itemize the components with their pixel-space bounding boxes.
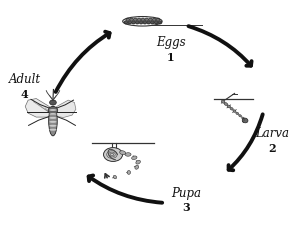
Ellipse shape	[132, 21, 135, 24]
Ellipse shape	[233, 110, 236, 112]
Ellipse shape	[149, 18, 152, 21]
Ellipse shape	[49, 129, 57, 131]
Ellipse shape	[145, 18, 148, 21]
Text: Pupa: Pupa	[171, 186, 201, 200]
Ellipse shape	[244, 119, 245, 120]
Ellipse shape	[50, 100, 56, 105]
Polygon shape	[53, 100, 76, 118]
Ellipse shape	[49, 117, 57, 119]
Ellipse shape	[140, 21, 143, 24]
Ellipse shape	[242, 117, 244, 119]
Ellipse shape	[134, 18, 137, 21]
Ellipse shape	[154, 21, 158, 24]
Text: Larva: Larva	[255, 127, 290, 140]
Ellipse shape	[151, 21, 154, 24]
Ellipse shape	[48, 106, 58, 114]
Polygon shape	[25, 98, 53, 117]
Ellipse shape	[158, 21, 162, 24]
Ellipse shape	[103, 148, 123, 161]
Text: Eggs: Eggs	[156, 36, 186, 49]
Ellipse shape	[147, 21, 150, 24]
Ellipse shape	[124, 21, 127, 24]
Ellipse shape	[136, 21, 139, 24]
Text: 3: 3	[182, 202, 190, 213]
Ellipse shape	[221, 100, 225, 103]
Ellipse shape	[242, 118, 248, 123]
Text: 4: 4	[21, 89, 28, 100]
Text: 2: 2	[268, 143, 276, 154]
Ellipse shape	[141, 18, 145, 21]
Ellipse shape	[156, 18, 160, 21]
Ellipse shape	[132, 156, 137, 159]
Ellipse shape	[135, 165, 139, 169]
Ellipse shape	[126, 18, 129, 21]
Ellipse shape	[236, 112, 239, 115]
Ellipse shape	[227, 105, 230, 108]
Ellipse shape	[125, 153, 131, 156]
Ellipse shape	[128, 21, 131, 24]
Ellipse shape	[153, 18, 156, 21]
Ellipse shape	[224, 103, 228, 105]
Ellipse shape	[127, 171, 130, 174]
Ellipse shape	[49, 109, 57, 111]
Text: Adult: Adult	[8, 73, 40, 86]
Ellipse shape	[49, 106, 57, 136]
Ellipse shape	[120, 151, 126, 155]
Ellipse shape	[49, 121, 57, 123]
Ellipse shape	[143, 21, 146, 24]
Ellipse shape	[49, 113, 57, 115]
Ellipse shape	[49, 125, 57, 127]
Ellipse shape	[130, 18, 133, 21]
Text: 1: 1	[167, 52, 175, 63]
Ellipse shape	[136, 160, 140, 164]
Ellipse shape	[239, 115, 242, 117]
Ellipse shape	[137, 18, 141, 21]
Ellipse shape	[230, 107, 233, 110]
Ellipse shape	[113, 175, 117, 179]
